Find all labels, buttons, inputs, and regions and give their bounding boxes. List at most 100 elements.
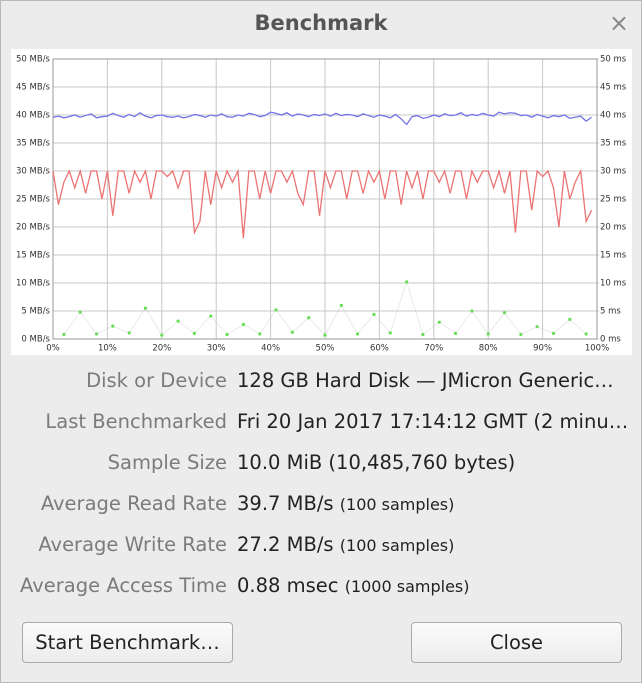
plot-border [52,58,598,340]
access-point [290,330,294,334]
access-point [584,332,588,336]
x-tick-label: 90% [533,344,552,354]
access-point [470,309,474,313]
detail-label: Average Write Rate [38,533,227,556]
y2-tick-label: 50 ms [600,55,627,65]
access-point [502,311,507,315]
detail-value: 27.2 MB/s (100 samples) [237,533,454,556]
access-point [486,332,490,336]
dialog-title: Benchmark [254,11,388,35]
access-point [258,332,262,336]
y-tick-label: 10 MB/s [16,279,51,289]
detail-label: Average Access Time [20,574,227,597]
access-point [127,331,131,335]
access-point [225,332,229,337]
x-tick-label: 20% [152,344,171,354]
value-text: 128 GB Hard Disk — JMicron Generic… [237,369,614,392]
y2-tick-label: 0 ms [600,335,621,345]
detail-value: 39.7 MB/s (100 samples) [237,492,454,515]
y-tick-label: 5 MB/s [21,307,50,317]
x-tick-label: 80% [479,344,498,354]
close-button[interactable]: Close [411,622,622,663]
x-tick-label: 60% [370,344,389,354]
chart: 0 MB/s 5 MB/s 10 MB/s 15 MB/s 20 MB/s 25 MB/s… [11,49,632,355]
y2-tick-label: 10 ms [600,279,627,289]
y2-tick-label: 20 ms [600,223,627,233]
y2-tick-label: 25 ms [600,195,627,205]
access-point [568,317,572,321]
rate-line [52,111,592,126]
access-point [453,331,458,335]
access-point [274,308,278,312]
y2-tick-label: 35 ms [600,139,627,149]
x-tick-label: 50% [316,344,335,354]
access-point [209,314,213,318]
value-text: 10.0 MiB (10,485,760 bytes) [237,451,516,474]
access-point [192,331,197,335]
access-point [62,332,66,337]
access-point [372,312,376,316]
access-point [388,331,392,335]
access-point [437,320,441,324]
detail-row: Average Write Rate 27.2 MB/s (100 samples… [1,533,641,563]
access-point [421,332,425,337]
y2-tick-label: 40 ms [600,111,627,121]
access-point [551,331,556,335]
rate-line [52,168,593,239]
access-point [307,316,311,320]
x-tick-label: 40% [261,344,280,354]
access-point [78,310,82,314]
detail-label: Last Benchmarked [45,410,227,433]
detail-value: Fri 20 Jan 2017 17:14:12 GMT (2 minu… [237,410,628,433]
x-tick-label: 100% [585,344,609,354]
detail-row: Average Read Rate 39.7 MB/s (100 samples) [1,492,641,522]
value-text: Fri 20 Jan 2017 17:14:12 GMT (2 minu… [237,410,629,433]
y-tick-label: 45 MB/s [16,83,51,93]
access-point [323,333,327,337]
access-point [519,332,523,337]
x-tick-label: 10% [98,344,117,354]
value-text: 0.88 msec [237,574,339,597]
value-text: 27.2 MB/s [237,533,334,556]
x-tick-label: 30% [207,344,226,354]
y2-tick-label: 45 ms [600,83,627,93]
y-tick-label: 30 MB/s [16,167,51,177]
x-tick-label: 0% [46,344,60,354]
y-tick-label: 40 MB/s [16,111,51,121]
y-tick-label: 20 MB/s [16,223,51,233]
detail-note: (100 samples) [339,536,455,555]
y-tick-label: 25 MB/s [16,195,51,205]
y2-tick-label: 30 ms [600,167,627,177]
access-point [535,325,539,329]
detail-label: Disk or Device [86,369,227,392]
detail-row: Average Access Time 0.88 msec (1000 sampl… [1,574,641,604]
detail-row: Disk or Device 128 GB Hard Disk — JMicron… [1,369,641,399]
access-point [160,333,164,337]
detail-note: (1000 samples) [344,577,470,596]
detail-note: (100 samples) [339,495,455,514]
detail-row: Sample Size 10.0 MiB (10,485,760 bytes) [1,451,641,481]
x-tick-label: 70% [424,344,443,354]
detail-value: 10.0 MiB (10,485,760 bytes) [237,451,515,474]
y-tick-label: 15 MB/s [16,251,51,261]
close-icon[interactable]: × [608,9,629,37]
y2-tick-label: 5 ms [600,307,621,317]
access-point [176,319,180,323]
y-tick-label: 50 MB/s [16,55,51,65]
detail-value: 128 GB Hard Disk — JMicron Generic… [237,369,614,392]
detail-label: Sample Size [107,451,227,474]
access-point [143,306,148,310]
access-point [94,332,99,336]
access-point [111,324,115,328]
y2-tick-label: 15 ms [600,251,627,261]
access-point [405,280,409,284]
y-tick-label: 35 MB/s [16,139,51,149]
start-button[interactable]: Start Benchmark… [22,622,233,663]
access-point [339,303,343,307]
detail-label: Average Read Rate [40,492,227,515]
detail-row: Last Benchmarked Fri 20 Jan 2017 17:14:12… [1,410,641,440]
access-point [356,332,360,336]
access-point [241,322,245,327]
y-tick-label: 0 MB/s [21,335,50,345]
